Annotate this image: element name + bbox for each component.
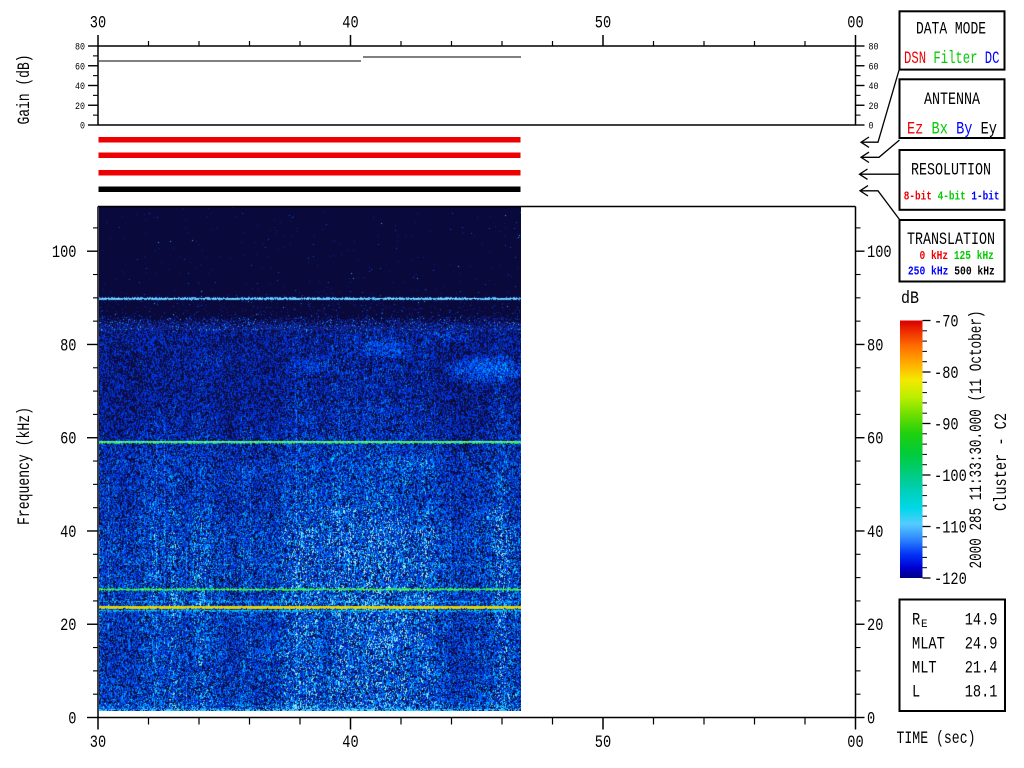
svg-text:L: L [912, 683, 920, 703]
svg-text:ANTENNA: ANTENNA [924, 90, 980, 110]
svg-text:E: E [921, 619, 928, 631]
svg-text:20: 20 [60, 616, 76, 636]
svg-text:40: 40 [342, 733, 358, 753]
svg-text:40: 40 [342, 14, 358, 34]
svg-text:R: R [912, 611, 921, 631]
svg-text:20: 20 [75, 101, 85, 113]
svg-text:-120: -120 [934, 570, 967, 590]
svg-text:250 kHz 500 kHz: 250 kHz 500 kHz [908, 266, 995, 279]
svg-text:60: 60 [867, 430, 883, 450]
svg-text:30: 30 [90, 14, 106, 34]
svg-text:40: 40 [75, 81, 85, 93]
svg-text:18.1: 18.1 [965, 683, 998, 703]
svg-text:40: 40 [867, 523, 883, 543]
svg-text:0: 0 [80, 121, 85, 133]
svg-text:50: 50 [595, 14, 611, 34]
svg-text:100: 100 [52, 243, 77, 263]
svg-text:-80: -80 [934, 364, 959, 384]
svg-text:20: 20 [869, 101, 879, 113]
svg-text:Gain (dB): Gain (dB) [15, 55, 35, 125]
svg-text:Cluster - C2: Cluster - C2 [992, 413, 1012, 511]
svg-text:0 kHz 125 kHz: 0 kHz 125 kHz [920, 250, 994, 263]
svg-text:-110: -110 [934, 519, 967, 539]
svg-text:60: 60 [869, 61, 879, 73]
svg-text:21.4: 21.4 [965, 659, 998, 679]
svg-text:0: 0 [68, 710, 76, 730]
svg-text:TRANSLATION: TRANSLATION [907, 230, 995, 250]
svg-text:2000 285 11:33:30.000 (11 Octo: 2000 285 11:33:30.000 (11 October) [967, 311, 987, 569]
svg-text:80: 80 [60, 336, 76, 356]
svg-text:60: 60 [60, 430, 76, 450]
svg-text:50: 50 [595, 733, 611, 753]
svg-text:-100: -100 [934, 467, 967, 487]
svg-text:Ez Bx By Ey: Ez Bx By Ey [907, 120, 997, 140]
svg-text:0: 0 [869, 121, 874, 133]
svg-text:30: 30 [90, 733, 106, 753]
svg-text:80: 80 [75, 42, 85, 54]
svg-text:00: 00 [847, 733, 863, 753]
svg-text:40: 40 [869, 81, 879, 93]
svg-text:14.9: 14.9 [965, 611, 998, 631]
svg-text:Frequency (kHz): Frequency (kHz) [15, 407, 35, 525]
svg-text:-90: -90 [934, 416, 959, 436]
svg-text:24.9: 24.9 [965, 635, 998, 655]
svg-text:RESOLUTION: RESOLUTION [911, 161, 991, 181]
svg-text:80: 80 [869, 42, 879, 54]
svg-text:MLAT: MLAT [912, 635, 945, 655]
svg-text:40: 40 [60, 523, 76, 543]
svg-text:8-bit 4-bit 1-bit: 8-bit 4-bit 1-bit [904, 191, 1000, 204]
svg-text:100: 100 [867, 243, 892, 263]
svg-text:60: 60 [75, 61, 85, 73]
svg-text:TIME (sec): TIME (sec) [897, 729, 976, 749]
svg-text:80: 80 [867, 336, 883, 356]
svg-text:dB: dB [901, 289, 919, 309]
svg-text:20: 20 [867, 616, 883, 636]
svg-text:DSN Filter DC: DSN Filter DC [904, 49, 1000, 69]
svg-text:00: 00 [847, 14, 863, 34]
svg-text:DATA MODE: DATA MODE [916, 20, 986, 40]
svg-text:0: 0 [867, 710, 875, 730]
svg-text:-70: -70 [934, 313, 959, 333]
svg-text:MLT: MLT [912, 659, 937, 679]
